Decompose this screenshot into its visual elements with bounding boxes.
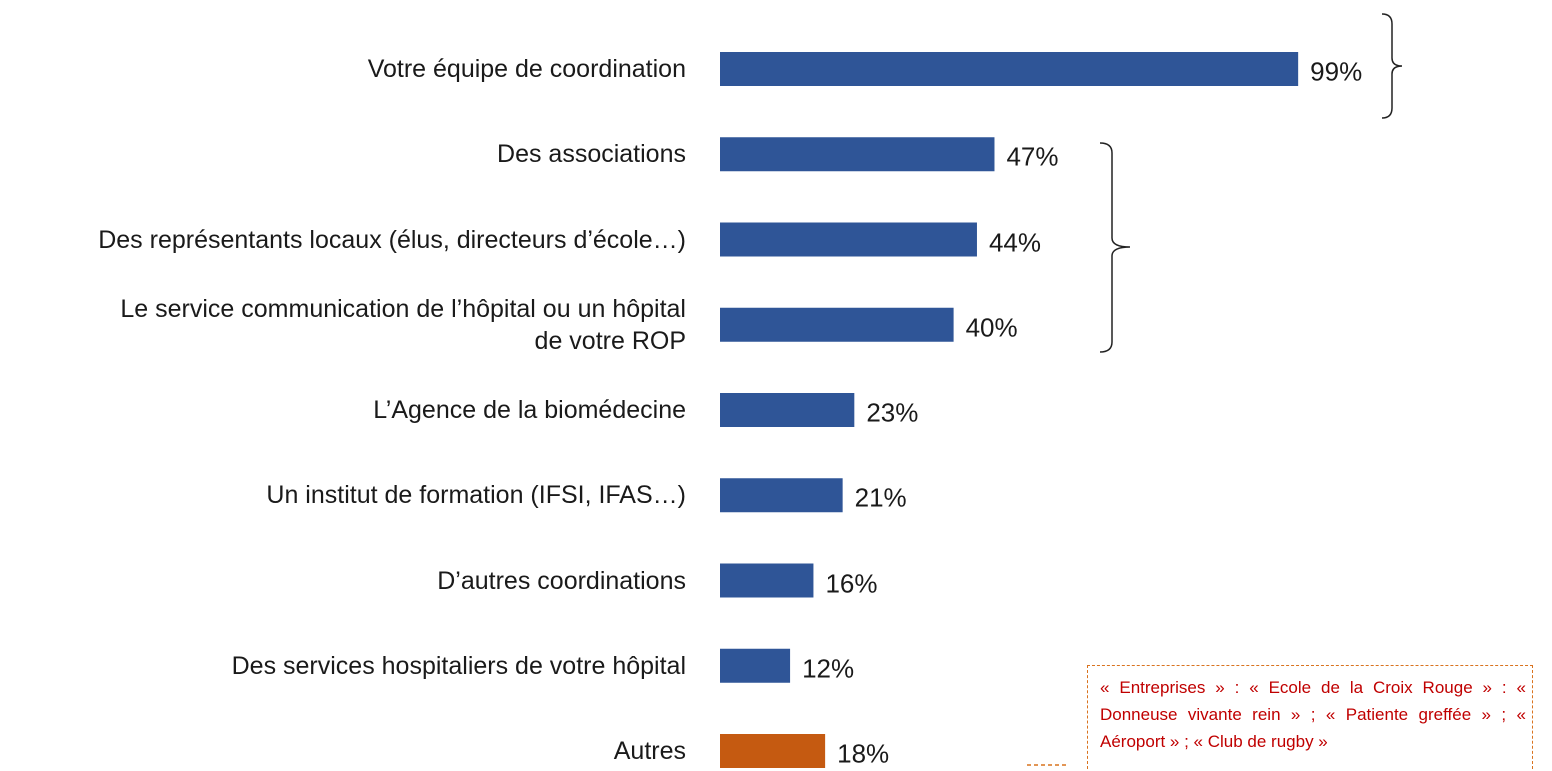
value-label: 23%	[866, 397, 919, 428]
bar	[720, 137, 995, 172]
category-label: Des représentants locaux (élus, directeu…	[98, 225, 686, 254]
bar	[720, 307, 954, 342]
value-label: 40%	[965, 312, 1018, 343]
bar	[720, 734, 826, 768]
value-label: 21%	[854, 482, 907, 513]
value-label: 18%	[837, 738, 890, 769]
brace	[1099, 142, 1131, 353]
bar	[720, 393, 855, 427]
value-label: 12%	[802, 653, 855, 684]
brace	[1381, 13, 1403, 119]
value-label: 47%	[1006, 141, 1059, 172]
annotation: « Entreprises » : « Ecole de la Croix Ro…	[1087, 665, 1533, 769]
bar	[720, 52, 1299, 86]
value-label: 99%	[1310, 56, 1363, 87]
bar	[720, 478, 843, 513]
value-label: 16%	[825, 568, 878, 598]
value-label: 44%	[988, 227, 1041, 257]
category-label: Un institut de formation (IFSI, IFAS…)	[266, 481, 686, 510]
category-label: Des services hospitaliers de votre hôpit…	[231, 651, 686, 680]
category-label: Le service communication de l’hôpital ou…	[120, 294, 686, 355]
bar	[720, 648, 791, 683]
category-label: Votre équipe de coordination	[367, 55, 686, 83]
category-label: Autres	[613, 737, 686, 765]
category-label: L’Agence de la biomédecine	[373, 396, 686, 424]
category-label: D’autres coordinations	[437, 566, 686, 595]
bar	[720, 563, 814, 598]
category-label: Des associations	[497, 140, 686, 169]
bar	[720, 222, 977, 257]
